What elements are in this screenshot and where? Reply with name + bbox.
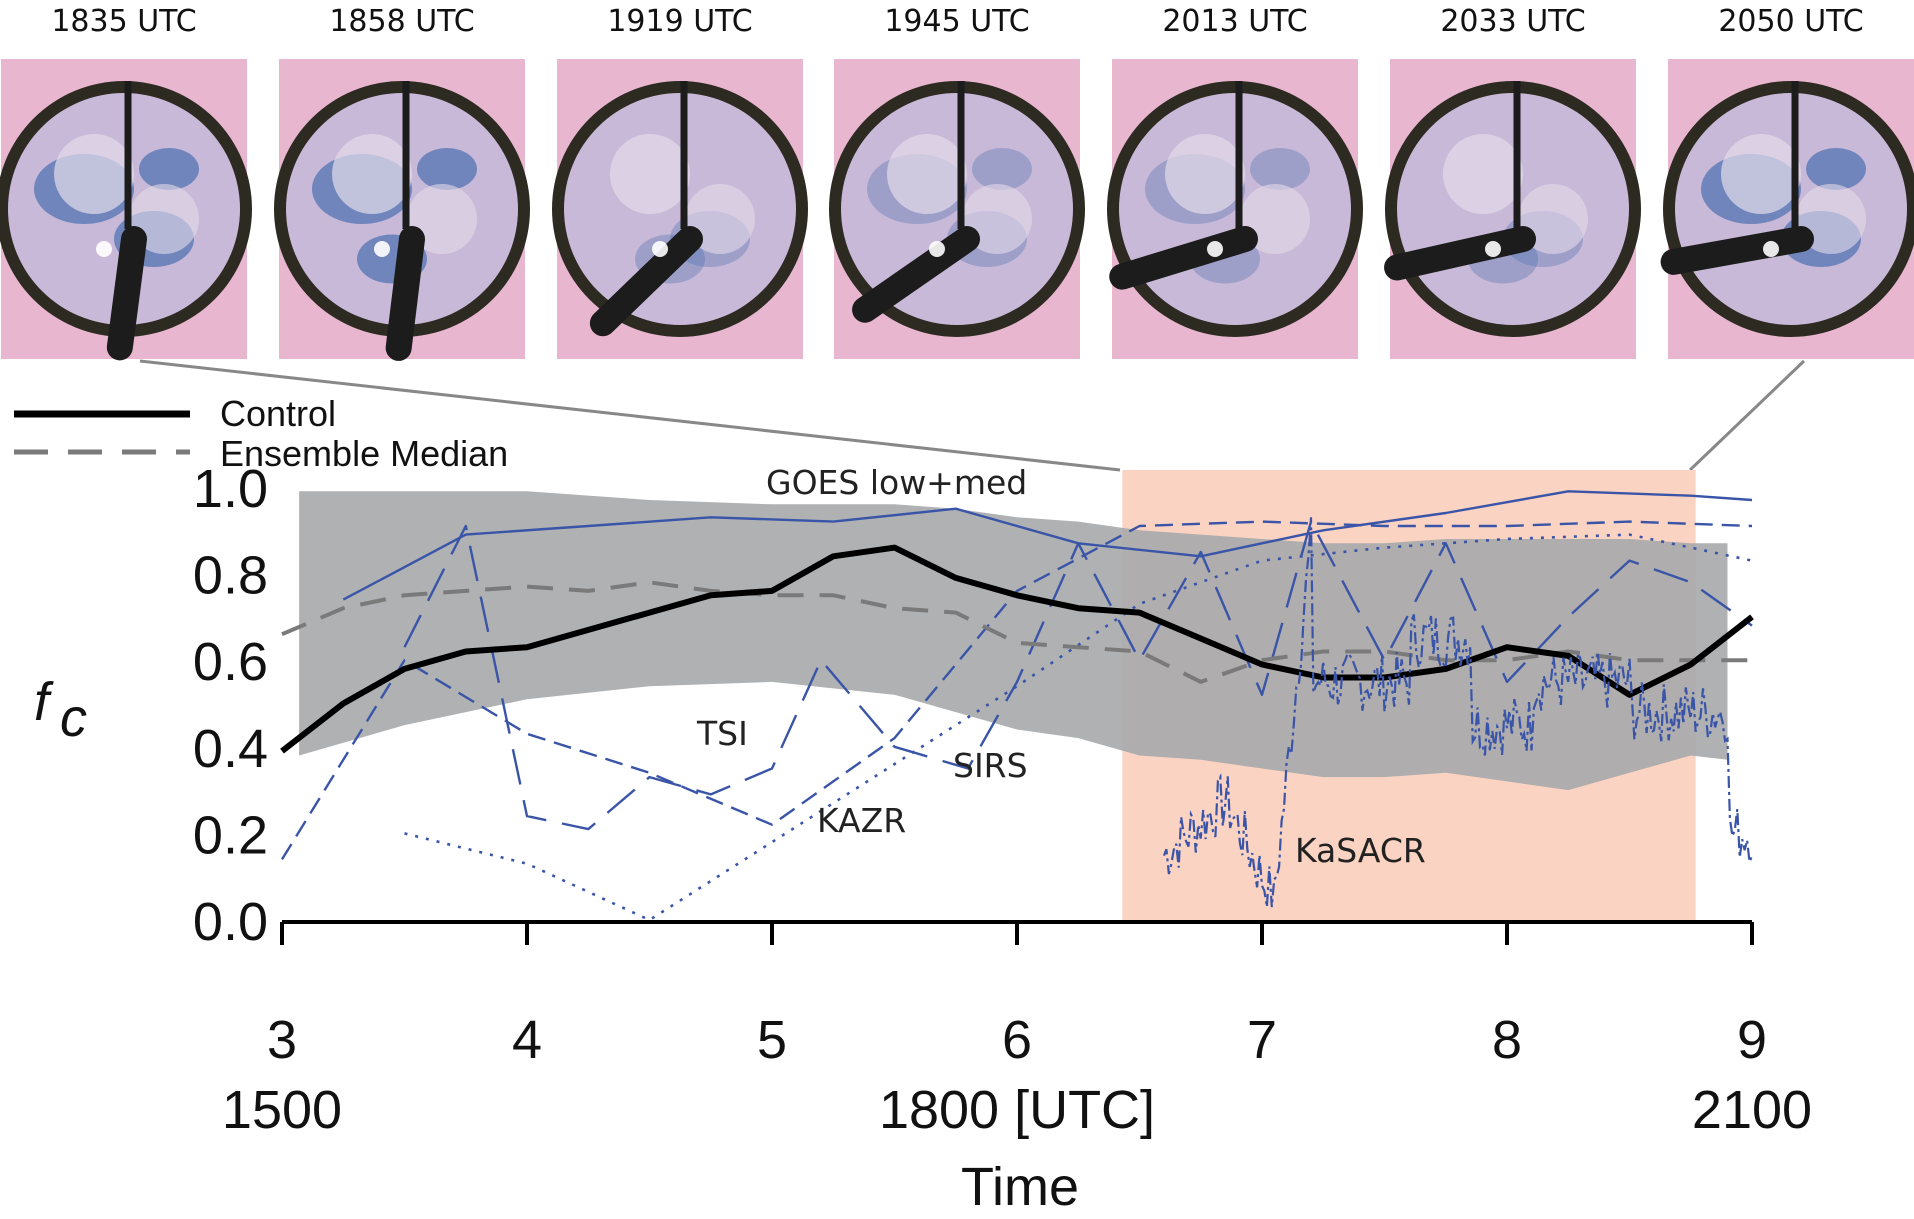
kazr-label: KAZR (817, 801, 906, 840)
cloud-patch (332, 134, 412, 214)
thumbnail-time-label: 1835 UTC (51, 4, 196, 39)
x-tick-label: 9 (1737, 1010, 1767, 1070)
utc-tick-label: 1800 [UTC] (879, 1080, 1155, 1140)
axes: 3 4 5 6 7 8 9 1500 1800 [UTC] 2100 0.0 0.2 0.4 0.6 0.8… (193, 459, 1812, 1140)
blue-sky-patch (417, 148, 477, 190)
x-tick-label: 4 (512, 1010, 542, 1070)
ensemble-envelope (299, 491, 1728, 791)
shadow-band (106, 226, 147, 361)
blue-sky-patch (972, 148, 1032, 190)
blue-sky-patch (1806, 148, 1866, 190)
cloud-patch (1721, 134, 1801, 214)
sky-thumbnail: 1858 UTC (274, 4, 530, 361)
y-axis-title: f c (34, 672, 87, 748)
tsi-line (280, 520, 1753, 861)
y-tick-label: 1.0 (193, 459, 268, 519)
shadow-band (589, 226, 703, 337)
sirs-label: SIRS (953, 746, 1028, 785)
cloud-patch (610, 134, 690, 214)
thumbnail-time-label: 1945 UTC (884, 4, 1029, 39)
blue-sky-patch (139, 148, 199, 190)
y-axis-title-sub: c (60, 688, 87, 748)
x-tick-label: 3 (267, 1010, 297, 1070)
cloud-patch (1165, 134, 1245, 214)
thumbnail-time-label: 1858 UTC (329, 4, 474, 39)
thumbnail-time-label: 2013 UTC (1162, 4, 1307, 39)
y-tick-label: 0.2 (193, 805, 268, 865)
y-tick-label: 0.0 (193, 892, 268, 952)
x-tick-label: 7 (1247, 1010, 1277, 1070)
shadow-band (1384, 226, 1536, 281)
y-tick-label: 0.8 (193, 546, 268, 606)
shadow-band (1660, 226, 1814, 275)
thumbnail-time-label: 1919 UTC (607, 4, 752, 39)
goes-label: GOES low+med (766, 463, 1027, 502)
utc-tick-label: 2100 (1692, 1080, 1812, 1140)
cloud-patch (887, 134, 967, 214)
legend-median-label: Ensemble Median (220, 433, 508, 474)
sun-glint (929, 241, 945, 257)
goes-line (342, 490, 1753, 601)
cloud-patch (54, 134, 134, 214)
blue-sky-patch (1250, 148, 1310, 190)
control-line (280, 544, 1754, 754)
sky-thumbnail: 1835 UTC (0, 4, 252, 361)
sun-glint (96, 241, 112, 257)
sky-thumbnail: 1919 UTC (552, 4, 808, 359)
sky-thumbnail: 2050 UTC (1660, 4, 1914, 359)
kazr-line (404, 533, 1753, 922)
connector-lines (139, 359, 1806, 472)
utc-tick-label: 1500 (222, 1080, 342, 1140)
connector-right (1688, 359, 1806, 472)
shadow-band (385, 226, 425, 361)
shadow-band (852, 226, 980, 323)
sky-thumbnail: 2033 UTC (1384, 4, 1641, 359)
sun-glint (374, 241, 390, 257)
x-tick-label: 6 (1002, 1010, 1032, 1070)
thumbnail-time-label: 2033 UTC (1440, 4, 1585, 39)
sun-glint (652, 241, 668, 257)
x-tick-label: 5 (757, 1010, 787, 1070)
kasacr-label: KaSACR (1295, 831, 1426, 870)
tsi-label: TSI (696, 714, 748, 753)
sky-dome (1397, 93, 1629, 325)
sky-image-strip: 1835 UTC 1858 UTC 1919 UTC 1945 UTC 2013 UTC… (0, 4, 1914, 361)
y-axis-title-main: f (34, 672, 54, 732)
cloud-patch (1443, 134, 1523, 214)
sky-thumbnail: 2013 UTC (1107, 4, 1363, 359)
connector-left (139, 359, 1121, 472)
sky-dome (564, 93, 796, 325)
kasacr-line (1162, 517, 1754, 908)
x-axis-title: Time (961, 1157, 1079, 1217)
plot-area (280, 490, 1754, 922)
sun-glint (1207, 241, 1223, 257)
legend-control-label: Control (220, 393, 336, 434)
y-tick-label: 0.4 (193, 719, 268, 779)
shadow-band (1109, 226, 1258, 290)
sun-glint (1763, 241, 1779, 257)
sun-glint (1485, 241, 1501, 257)
y-tick-label: 0.6 (193, 632, 268, 692)
x-tick-label: 8 (1492, 1010, 1522, 1070)
legend: Control Ensemble Median (14, 393, 508, 474)
sky-thumbnail: 1945 UTC (829, 4, 1085, 359)
thumbnail-time-label: 2050 UTC (1718, 4, 1863, 39)
series-annotations: GOES low+med TSI SIRS KAZR KaSACR (696, 463, 1426, 870)
